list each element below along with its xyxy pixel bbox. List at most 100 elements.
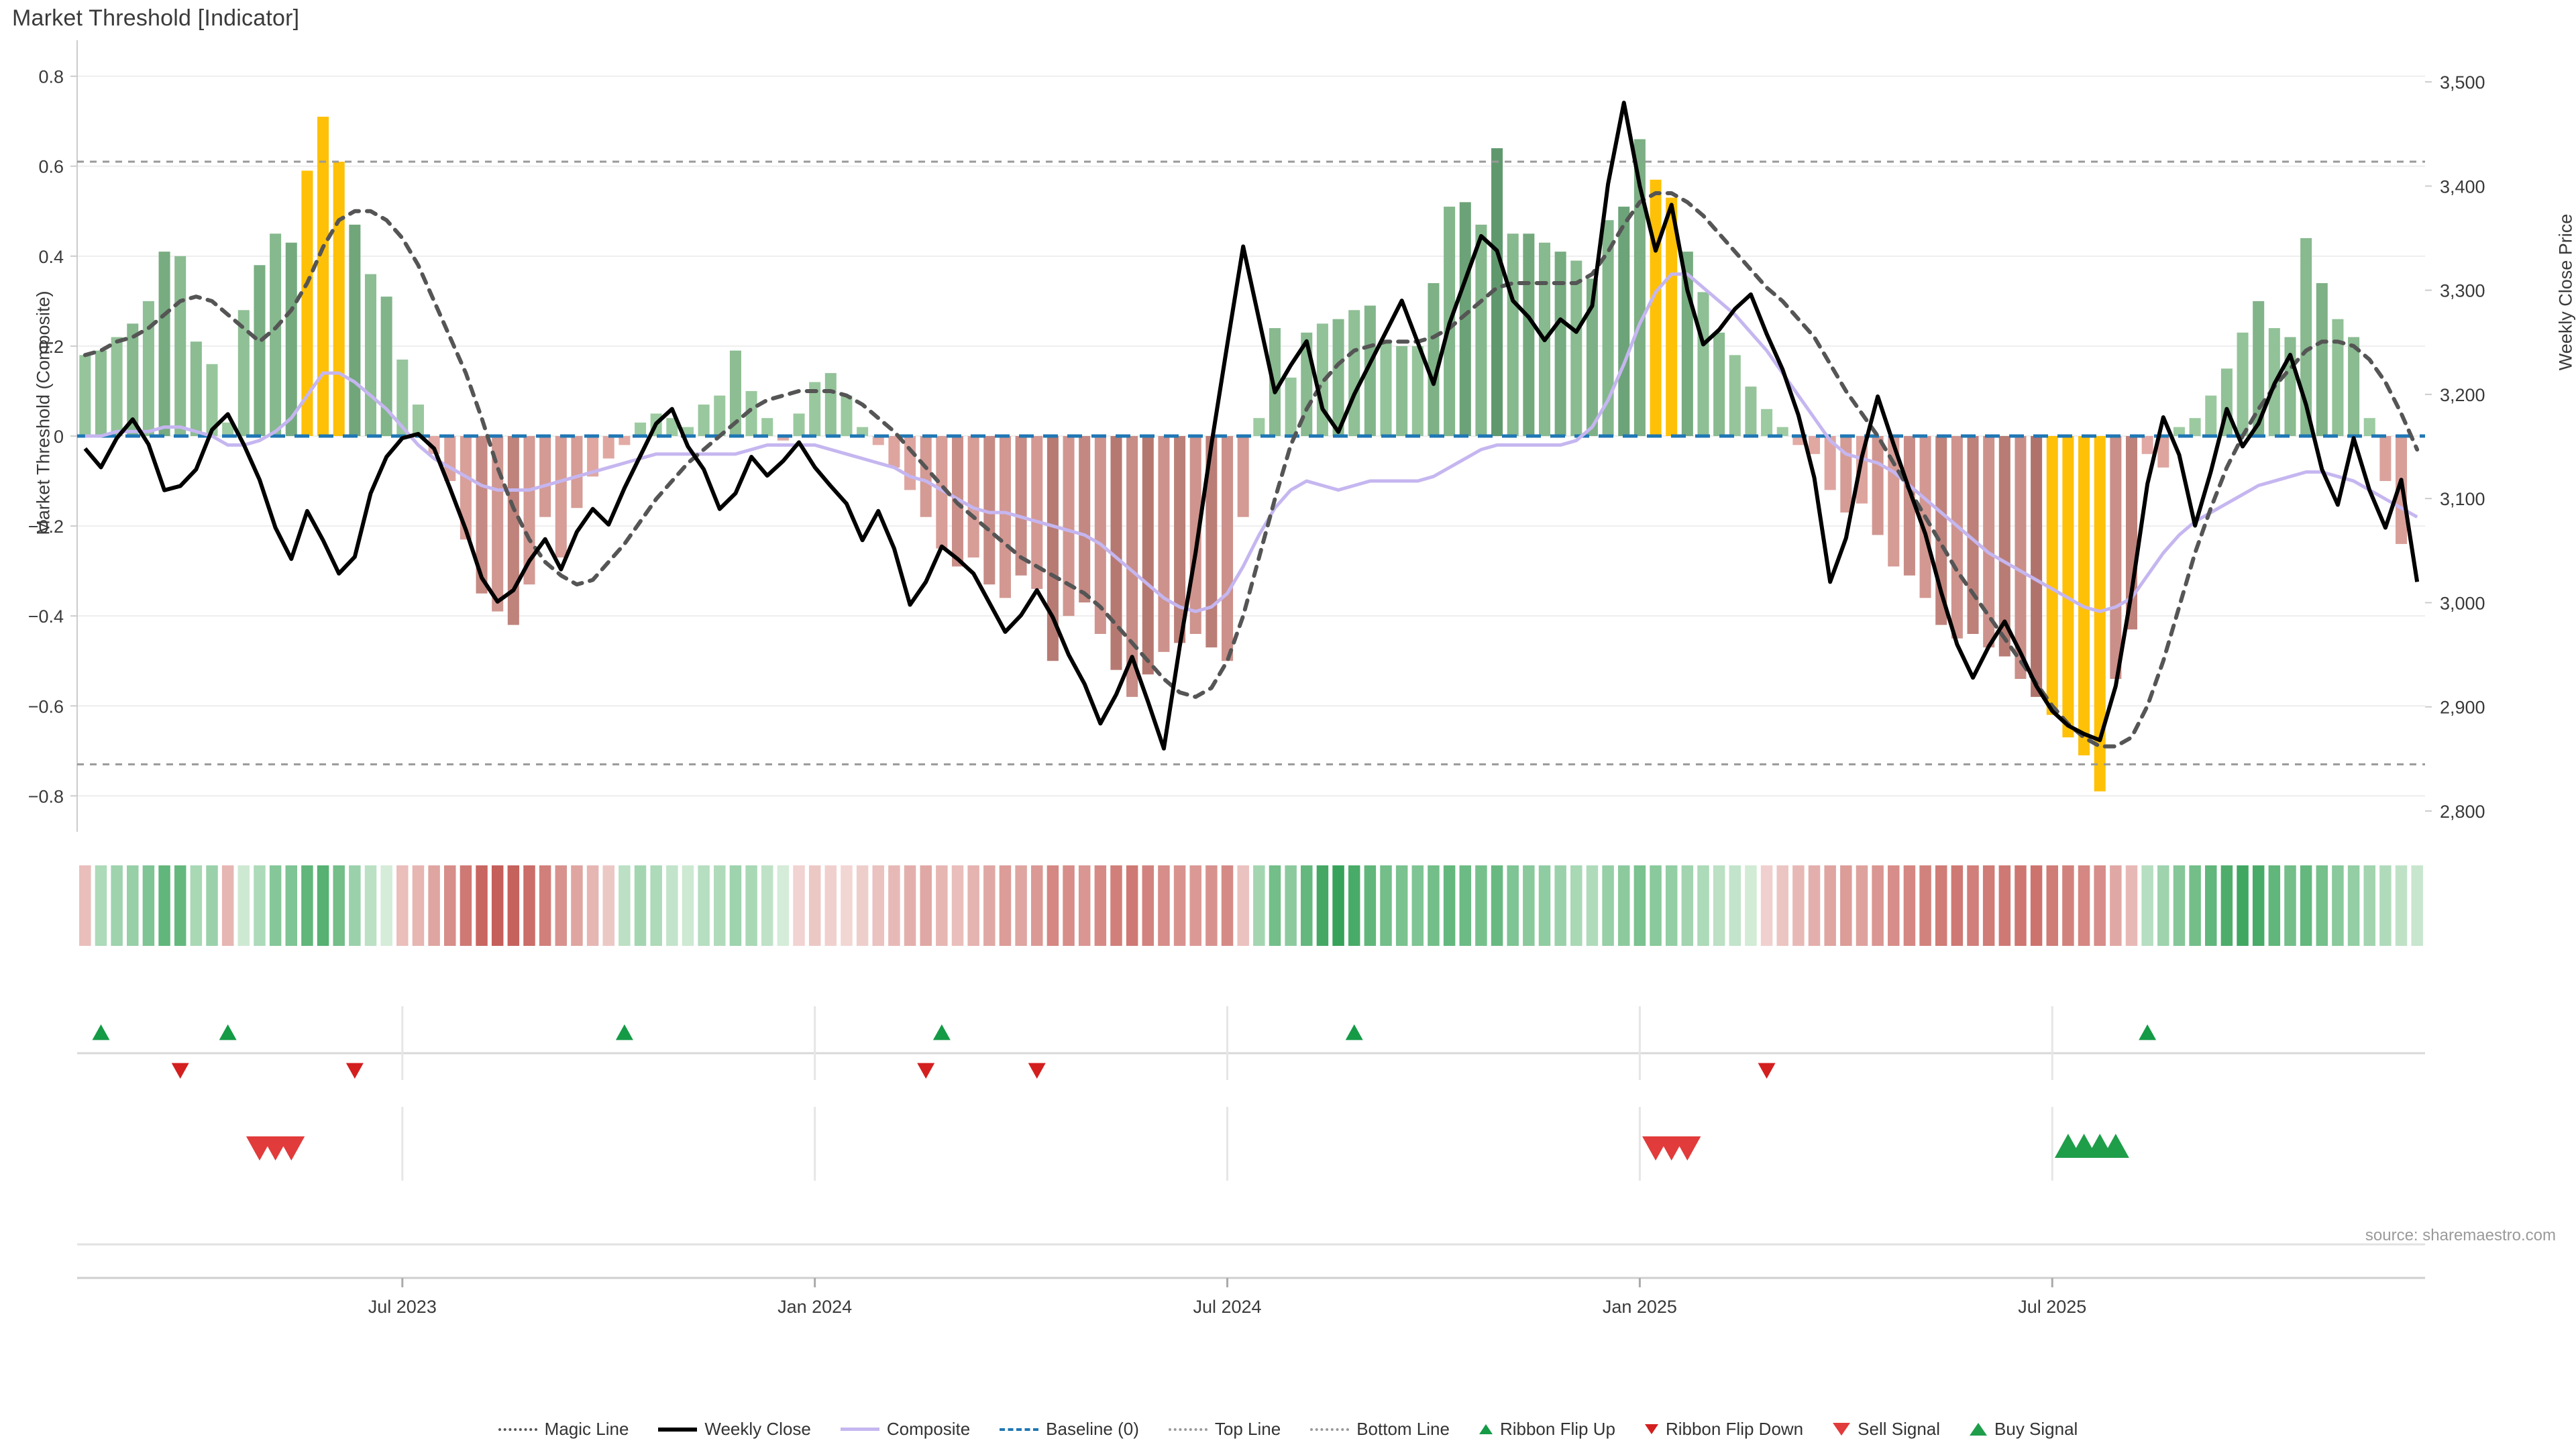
legend-label: Magic Line bbox=[544, 1419, 629, 1439]
composite-bar bbox=[1570, 260, 1582, 436]
y-axis-left-tick: −0.4 bbox=[28, 606, 64, 627]
ribbon-cell bbox=[1602, 865, 1614, 946]
ribbon-cell bbox=[2220, 865, 2233, 946]
ribbon-cell bbox=[1554, 865, 1566, 946]
ribbon-cell bbox=[1142, 865, 1155, 946]
ribbon-flip-down-marker bbox=[917, 1063, 935, 1079]
sell-signal-marker bbox=[1674, 1136, 1701, 1161]
legend-item[interactable]: Top Line bbox=[1168, 1419, 1281, 1440]
y-axis-left-tick: 0.2 bbox=[38, 337, 64, 357]
composite-bar bbox=[1046, 436, 1059, 661]
ribbon-cell bbox=[729, 865, 742, 946]
composite-bar bbox=[698, 405, 710, 436]
composite-bar bbox=[317, 116, 329, 436]
composite-bar bbox=[301, 170, 313, 436]
ribbon-cell bbox=[872, 865, 885, 946]
sell-signal-marker bbox=[278, 1136, 305, 1161]
legend-item[interactable]: Weekly Close bbox=[658, 1419, 811, 1440]
composite-bar bbox=[1666, 197, 1678, 436]
ribbon-cell bbox=[1046, 865, 1059, 946]
ribbon-cell bbox=[1967, 865, 1979, 946]
ribbon-cell bbox=[1443, 865, 1456, 946]
ribbon-cell bbox=[1015, 865, 1027, 946]
legend-item[interactable]: Baseline (0) bbox=[1000, 1419, 1139, 1440]
signal-markers bbox=[77, 1006, 2425, 1246]
ribbon-cell bbox=[1189, 865, 1201, 946]
ribbon-cell bbox=[1586, 865, 1599, 946]
composite-bar bbox=[2157, 436, 2169, 468]
y-axis-right-tick: 3,100 bbox=[2440, 489, 2485, 509]
ribbon-cell bbox=[1760, 865, 1773, 946]
ribbon-cell bbox=[967, 865, 979, 946]
composite-bar bbox=[1380, 341, 1392, 436]
ribbon-cell bbox=[1729, 865, 1741, 946]
legend-item[interactable]: Ribbon Flip Up bbox=[1479, 1419, 1615, 1440]
composite-bar bbox=[2348, 337, 2360, 436]
ribbon-cell bbox=[2284, 865, 2296, 946]
ribbon-cell bbox=[841, 865, 853, 946]
composite-bar bbox=[1602, 220, 1614, 436]
composite-bar bbox=[682, 427, 694, 436]
legend-item[interactable]: Composite bbox=[840, 1419, 970, 1440]
magic-line bbox=[83, 191, 2420, 749]
legend-item[interactable]: Ribbon Flip Down bbox=[1644, 1419, 1803, 1440]
ribbon-cell bbox=[2363, 865, 2375, 946]
composite-bar bbox=[888, 436, 900, 468]
composite-bar bbox=[2046, 436, 2058, 715]
ribbon-cell bbox=[1935, 865, 1947, 946]
legend-label: Weekly Close bbox=[704, 1419, 811, 1439]
composite-bar bbox=[380, 297, 392, 436]
composite-bar bbox=[1031, 436, 1043, 589]
composite-bar bbox=[1840, 436, 1852, 513]
composite-bar bbox=[1507, 233, 1519, 436]
composite-bar bbox=[2363, 418, 2375, 436]
ribbon-cell bbox=[2094, 865, 2106, 946]
composite-bar bbox=[158, 252, 170, 436]
composite-bar bbox=[1094, 436, 1106, 634]
ribbon-cell bbox=[443, 865, 456, 946]
composite-bar bbox=[635, 422, 647, 436]
ribbon-cell bbox=[507, 865, 520, 946]
ribbon-cell bbox=[2125, 865, 2138, 946]
composite-bar bbox=[174, 256, 186, 436]
ribbon-cell bbox=[539, 865, 551, 946]
ribbon-flip-up-marker bbox=[932, 1024, 951, 1040]
composite-bars bbox=[79, 116, 2408, 792]
dotted-line-gray-icon bbox=[1310, 1428, 1350, 1431]
ribbon-cell bbox=[2204, 865, 2217, 946]
legend-item[interactable]: Bottom Line bbox=[1310, 1419, 1450, 1440]
threshold-lines bbox=[77, 160, 2425, 765]
ribbon-cell bbox=[111, 865, 123, 946]
composite-bar bbox=[190, 341, 202, 436]
ribbon-cell bbox=[1491, 865, 1503, 946]
ribbon-cell bbox=[333, 865, 345, 946]
composite-bar bbox=[237, 310, 250, 436]
composite-bar bbox=[111, 337, 123, 436]
weekly-close-path bbox=[83, 101, 2420, 751]
composite-bar bbox=[2031, 436, 2043, 697]
composite-bar bbox=[841, 395, 853, 436]
ribbon-cell bbox=[777, 865, 790, 946]
composite-bar bbox=[2094, 436, 2106, 792]
composite-bar bbox=[254, 265, 266, 436]
legend-item[interactable]: Buy Signal bbox=[1970, 1419, 2078, 1440]
composite-bar bbox=[206, 364, 218, 436]
ribbon-cell bbox=[1745, 865, 1757, 946]
composite-bar bbox=[1348, 310, 1360, 436]
composite-bar bbox=[95, 350, 107, 436]
legend-item[interactable]: Sell Signal bbox=[1833, 1419, 1940, 1440]
composite-bar bbox=[523, 436, 535, 585]
ribbon-cell bbox=[127, 865, 139, 946]
legend-label: Buy Signal bbox=[1994, 1419, 2078, 1439]
composite-bar bbox=[1269, 328, 1281, 436]
legend-item[interactable]: Magic Line bbox=[498, 1419, 629, 1440]
ribbon-cell bbox=[904, 865, 916, 946]
ribbon-cell bbox=[1681, 865, 1694, 946]
y-axis-right-tick: 3,500 bbox=[2440, 72, 2485, 93]
ribbon-cell bbox=[951, 865, 964, 946]
dashed-line-blue-icon bbox=[1000, 1428, 1039, 1431]
composite-bar bbox=[1697, 292, 1709, 436]
x-axis-tick-label: Jul 2023 bbox=[368, 1297, 437, 1317]
chart-legend: Magic Line Weekly Close Composite Baseline … bbox=[0, 1419, 2576, 1440]
y-axis-right-tick: 2,800 bbox=[2440, 802, 2485, 822]
